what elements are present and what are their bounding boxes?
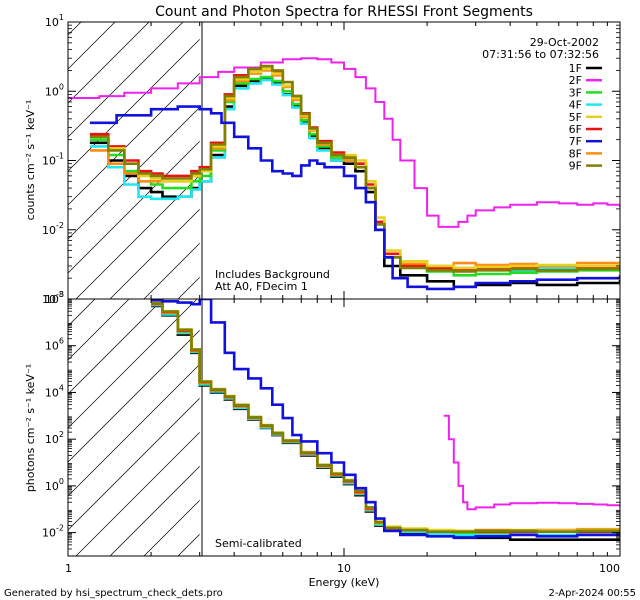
footer-timestamp: 2-Apr-2024 00:55 bbox=[549, 588, 636, 599]
hatch-line bbox=[143, 242, 200, 299]
footer-generated-by: Generated by hsi_spectrum_check_dets.pro bbox=[4, 588, 223, 599]
hatch-line bbox=[68, 22, 116, 70]
legend-label-5F: 5F bbox=[569, 111, 582, 124]
hatch-line bbox=[68, 38, 200, 172]
legend-label-4F: 4F bbox=[569, 99, 582, 112]
series-7F-top bbox=[89, 105, 620, 291]
hatch-line bbox=[68, 22, 150, 104]
annotation-background: Includes Background bbox=[215, 268, 330, 281]
hatch-line bbox=[143, 499, 200, 556]
legend-label-1F: 1F bbox=[569, 62, 582, 75]
annotation-semi-calibrated: Semi-calibrated bbox=[215, 537, 302, 550]
legend-label-7F: 7F bbox=[569, 135, 582, 148]
series-2F-top bbox=[68, 57, 620, 228]
hatch-line bbox=[68, 363, 200, 497]
series-9F-bottom bbox=[151, 301, 620, 533]
x-tick-label: 1 bbox=[65, 562, 72, 575]
x-tick-label: 100 bbox=[599, 562, 620, 575]
y-axis-label-bottom: photons cm⁻² s⁻¹ keV⁻¹ bbox=[24, 364, 37, 492]
legend-label-3F: 3F bbox=[569, 86, 582, 99]
x-axis-ticks: 1 10 100 bbox=[65, 22, 620, 575]
legend-label-9F: 9F bbox=[569, 160, 582, 173]
hatch-line bbox=[75, 431, 200, 556]
time-range-label: 07:31:56 to 07:32:56 bbox=[482, 48, 599, 61]
hatch-line bbox=[68, 299, 130, 361]
legend-label-8F: 8F bbox=[569, 147, 582, 160]
legend-label-6F: 6F bbox=[569, 123, 582, 136]
annotation-attenuator: Att A0, FDecim 1 bbox=[215, 280, 308, 293]
hatch-line bbox=[109, 465, 200, 556]
x-tick-label: 10 bbox=[337, 562, 351, 575]
hatch-line bbox=[68, 106, 200, 240]
hatch-line bbox=[68, 397, 200, 531]
hatch-line bbox=[68, 299, 164, 395]
legend-label-2F: 2F bbox=[569, 74, 582, 87]
series-group-top bbox=[68, 57, 620, 291]
series-3F-top bbox=[89, 75, 620, 277]
date-label: 29-Oct-2002 bbox=[530, 36, 599, 49]
hatch-line bbox=[68, 329, 200, 463]
hatch-line bbox=[109, 208, 200, 299]
x-axis-label: Energy (keV) bbox=[309, 576, 380, 589]
series-group-bottom bbox=[151, 299, 620, 541]
series-2F-bottom bbox=[443, 414, 620, 511]
chart-title: Count and Photon Spectra for RHESSI Fron… bbox=[155, 4, 533, 20]
y-axis-label-top: counts cm⁻² s⁻¹ keV⁻¹ bbox=[24, 100, 37, 221]
hatch-line bbox=[68, 22, 184, 138]
series-7F-bottom bbox=[151, 299, 620, 540]
hatch-line bbox=[68, 140, 200, 274]
hatch-line bbox=[75, 174, 200, 299]
series-9F-top bbox=[89, 64, 620, 273]
